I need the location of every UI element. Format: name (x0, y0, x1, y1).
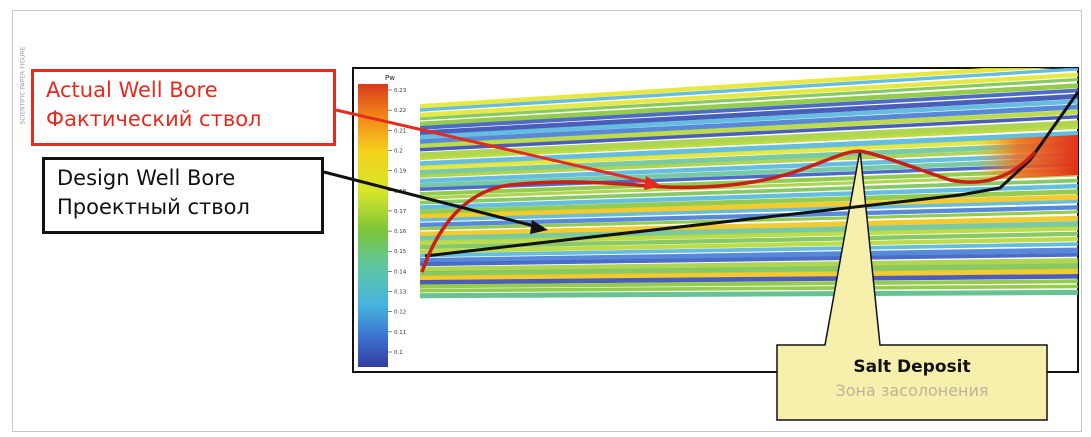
property-band (420, 157, 1078, 188)
actual-well-arrowhead (644, 176, 662, 190)
property-band (420, 152, 1078, 184)
colorbar-ticks: 0.230.220.210.20.190.180.170.160.150.140… (388, 88, 407, 356)
property-band (420, 146, 1078, 178)
colorbar-tick-label: 0.22 (394, 108, 406, 114)
actual-well-bore-line (420, 149, 1037, 273)
high-value-zone (975, 135, 1078, 180)
property-bands (420, 68, 1078, 299)
colorbar-tick-label: 0.14 (394, 269, 407, 275)
property-band (420, 231, 1078, 250)
property-band (420, 77, 1078, 121)
figure-frame: SCIENTIFIC PAPER FIGURE (12, 10, 1082, 432)
property-band (420, 205, 1078, 228)
salt-deposit-label-ru: Зона засолонения (835, 381, 989, 400)
property-band (420, 247, 1078, 264)
property-band (420, 284, 1078, 293)
colorbar-tick-label: 0.16 (394, 229, 407, 235)
property-band (420, 242, 1078, 258)
property-band (420, 173, 1078, 200)
design-well-bore-label: Design Well Bore Проектный ствол (42, 157, 324, 234)
actual-well-bore-label: Actual Well Bore Фактический ствол (31, 69, 336, 146)
actual-well-bore-label-en: Actual Well Bore (46, 78, 218, 102)
property-band (420, 68, 1055, 109)
property-band (420, 99, 1078, 140)
design-well-pointer (323, 170, 539, 229)
property-band (420, 130, 1078, 168)
salt-deposit-label-en: Salt Deposit (853, 357, 971, 377)
property-band (420, 120, 1078, 159)
design-well-bore-label-ru: Проектный ствол (57, 195, 250, 219)
property-band (420, 263, 1078, 277)
colorbar-tick-label: 0.11 (394, 330, 406, 336)
colorbar-header: Рw (385, 74, 395, 82)
property-band (420, 236, 1078, 254)
property-band (420, 268, 1078, 281)
property-band (420, 93, 1078, 136)
design-well-arrowhead (530, 220, 548, 234)
colorbar-tick-label: 0.19 (394, 169, 407, 175)
property-band (420, 88, 1078, 130)
colorbar (358, 84, 388, 367)
colorbar-tick-label: 0.2 (394, 148, 403, 154)
property-band (420, 189, 1078, 215)
property-band (420, 178, 1078, 205)
design-well-bore-line (424, 91, 1080, 258)
design-well-bore-label-en: Design Well Bore (57, 166, 236, 190)
salt-deposit-callout (776, 149, 1048, 421)
property-band (420, 136, 1078, 170)
property-band (420, 274, 1078, 285)
property-band (420, 252, 1078, 267)
colorbar-tick-label: 0.17 (394, 209, 407, 215)
colorbar-tick-label: 0.12 (394, 310, 406, 316)
colorbar-tick-label: 0.21 (394, 128, 406, 134)
actual-well-bore-label-ru: Фактический ствол (46, 107, 262, 131)
property-band (420, 199, 1078, 222)
colorbar-tick-label: 0.1 (394, 350, 403, 356)
salt-deposit-label: Salt Deposit Зона засолонения (777, 355, 1047, 403)
property-band (420, 125, 1078, 161)
property-band (420, 68, 1078, 112)
property-band (420, 83, 1078, 127)
property-band (420, 215, 1078, 237)
colorbar-tick-label: 0.13 (394, 290, 407, 296)
colorbar-tick-label: 0.15 (394, 249, 407, 255)
property-band (420, 72, 1078, 118)
property-band (420, 162, 1078, 192)
actual-well-pointer (335, 108, 653, 185)
property-band (420, 115, 1078, 152)
property-band (420, 183, 1078, 210)
property-band (420, 104, 1078, 145)
property-band (420, 289, 1078, 299)
property-band (420, 109, 1078, 149)
colorbar-tick-label: 0.23 (394, 88, 407, 94)
property-band (420, 226, 1078, 245)
property-band (420, 258, 1078, 273)
property-band (420, 279, 1078, 289)
